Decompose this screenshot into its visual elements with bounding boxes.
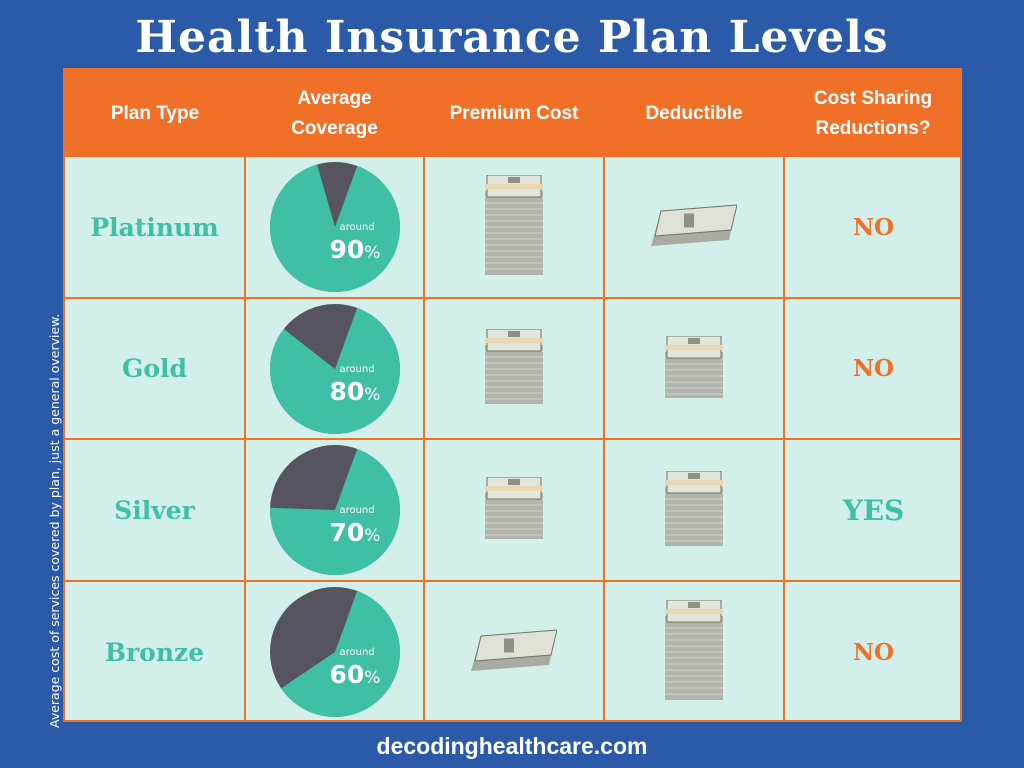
- plan-name: Gold: [121, 354, 187, 383]
- coverage-percent: 90%: [329, 235, 381, 264]
- coverage-pie-chart: around 90%: [269, 162, 400, 292]
- around-label: around: [339, 505, 375, 516]
- money-stack-icon: [661, 470, 727, 550]
- cost-sharing-cell: NO: [785, 299, 962, 438]
- coverage-cell: around 90%: [246, 157, 423, 297]
- header-premium-cost: Premium Cost: [449, 102, 579, 124]
- coverage-cell: around 70%: [246, 440, 423, 580]
- premium-cell: [425, 582, 603, 722]
- deductible-cell: [605, 157, 783, 297]
- money-stack-icon: [481, 476, 547, 543]
- divider: [65, 438, 960, 440]
- coverage-percent: 60%: [329, 660, 381, 689]
- premium-cell: [425, 440, 603, 580]
- page-title: Health Insurance Plan Levels: [135, 12, 889, 63]
- cost-sharing-cell: NO: [785, 582, 962, 722]
- money-stack-icon: [661, 599, 727, 704]
- header-plan-type: Plan Type: [110, 102, 200, 124]
- footer-site: decodinghealthcare.com: [376, 733, 648, 759]
- side-note: Average cost of services covered by plan…: [47, 313, 62, 728]
- cost-sharing-cell: YES: [785, 440, 962, 580]
- coverage-cell: around 60%: [246, 582, 423, 722]
- header-deductible: Deductible: [645, 102, 743, 124]
- cost-sharing-value: NO: [852, 638, 895, 666]
- divider: [65, 580, 960, 582]
- divider: [65, 297, 960, 299]
- money-stack-icon: [481, 174, 547, 279]
- cost-sharing-value: NO: [852, 355, 895, 382]
- coverage-pie-chart: around 70%: [269, 445, 400, 575]
- cost-sharing-value: YES: [842, 493, 905, 527]
- deductible-cell: [605, 440, 783, 580]
- plan-cell: Bronze: [65, 582, 244, 722]
- plan-name: Silver: [114, 495, 195, 525]
- coverage-percent: 80%: [329, 376, 381, 406]
- premium-cell: [425, 157, 603, 297]
- plan-name: Platinum: [90, 212, 219, 242]
- coverage-pie-chart: around 80%: [269, 303, 400, 434]
- plan-cell: Silver: [65, 440, 244, 580]
- header-average-coverage: Average Coverage: [291, 87, 378, 139]
- coverage-cell: around 80%: [246, 299, 423, 438]
- header-cost-sharing: Cost Sharing Reductions?: [813, 87, 933, 139]
- money-stack-icon: [481, 328, 547, 408]
- plan-table: Plan Type Average Coverage Premium Cost …: [63, 68, 962, 722]
- cost-sharing-cell: NO: [785, 157, 962, 297]
- deductible-cell: [605, 299, 783, 438]
- money-stack-icon: [661, 335, 727, 402]
- coverage-percent: 70%: [329, 518, 381, 547]
- premium-cell: [425, 299, 603, 438]
- table-header: Plan Type Average Coverage Premium Cost …: [65, 70, 960, 157]
- plan-cell: Gold: [65, 299, 244, 438]
- cost-sharing-value: NO: [852, 213, 895, 241]
- around-label: around: [339, 222, 375, 233]
- around-label: around: [339, 363, 375, 375]
- deductible-cell: [605, 582, 783, 722]
- plan-cell: Platinum: [65, 157, 244, 297]
- money-stack-icon: [471, 628, 558, 677]
- around-label: around: [339, 647, 375, 658]
- money-stack-icon: [651, 203, 738, 252]
- plan-name: Bronze: [104, 637, 205, 667]
- coverage-pie-chart: around 60%: [269, 587, 400, 717]
